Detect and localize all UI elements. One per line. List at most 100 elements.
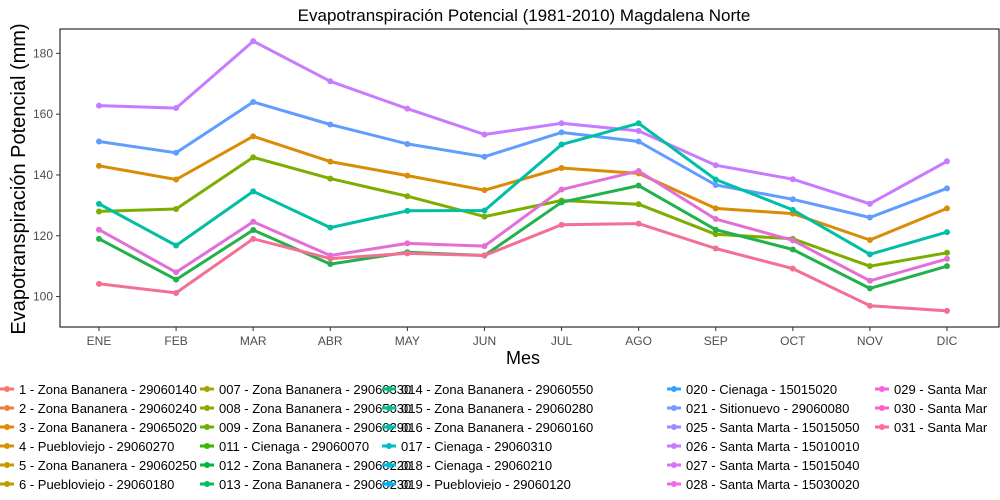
series-line	[98, 100, 948, 219]
legend-key	[200, 477, 214, 490]
series-group	[96, 38, 950, 314]
data-point	[712, 226, 719, 233]
data-point	[173, 105, 180, 112]
legend-label: 3 - Zona Bananera - 29065020	[19, 420, 197, 435]
data-point	[96, 200, 102, 207]
legend-key	[200, 401, 214, 415]
legend-key	[875, 382, 889, 396]
data-point	[635, 168, 642, 175]
data-point	[635, 220, 642, 227]
data-point	[404, 105, 411, 112]
x-tick-label: AGO	[625, 334, 652, 348]
legend-label: 016 - Zona Bananera - 29060160	[401, 420, 594, 435]
data-point	[635, 201, 642, 208]
legend-label: 5 - Zona Bananera - 29060250	[19, 458, 197, 473]
data-point	[944, 307, 950, 314]
legend-key	[667, 458, 681, 472]
x-tick-label: FEB	[164, 334, 187, 348]
legend-label: 4 - Puebloviejo - 29060270	[19, 439, 175, 454]
data-point	[173, 289, 180, 296]
legend-key	[382, 458, 396, 472]
data-point	[250, 133, 257, 140]
y-tick-label: 180	[33, 46, 53, 60]
data-point	[250, 98, 257, 105]
series-line	[98, 222, 948, 313]
data-point	[96, 235, 102, 242]
data-point	[327, 158, 334, 165]
x-tick-label: ABR	[318, 334, 343, 348]
chart: Evapotranspiración Potencial (1981-2010)…	[8, 6, 1000, 368]
legend-key	[667, 401, 681, 415]
chart-title: Evapotranspiración Potencial (1981-2010)…	[298, 6, 751, 25]
x-axis: ENE FEB MAR ABR MAY JUN JUL AGO SEP OCT NOV DIC	[87, 327, 958, 348]
legend-label: 019 - Puebloviejo - 29060120	[401, 477, 571, 490]
legend-key	[382, 382, 396, 396]
legend-key	[875, 401, 889, 415]
legend-label: 028 - Santa Marta - 15030020	[686, 477, 860, 490]
data-point	[96, 280, 102, 287]
series-line	[98, 155, 948, 268]
data-point	[96, 226, 102, 233]
legend-key	[382, 401, 396, 415]
legend-key	[0, 477, 14, 490]
data-point	[944, 255, 950, 262]
x-tick-label: JUL	[551, 334, 573, 348]
x-tick-label: DIC	[937, 334, 958, 348]
data-point	[173, 176, 180, 183]
x-tick-label: ENE	[87, 334, 112, 348]
legend-label: 014 - Zona Bananera - 29060550	[401, 382, 594, 397]
x-tick-label: MAY	[395, 334, 420, 348]
legend-key	[667, 439, 681, 453]
legend-key	[0, 420, 14, 434]
legend-key	[0, 382, 14, 396]
data-point	[327, 261, 334, 268]
legend-key	[875, 420, 889, 434]
data-point	[712, 245, 719, 252]
data-point	[327, 78, 334, 85]
legend-label: 6 - Puebloviejo - 29060180	[19, 477, 175, 490]
legend-label: 025 - Santa Marta - 15015050	[686, 420, 860, 435]
data-point	[944, 158, 950, 165]
data-point	[789, 246, 796, 253]
data-point	[96, 102, 102, 109]
legend-label: 011 - Cienaga - 29060070	[219, 439, 370, 454]
data-point	[558, 164, 565, 171]
data-point	[866, 285, 873, 292]
legend-key	[667, 420, 681, 434]
data-point	[866, 263, 873, 270]
y-axis-title: Evapotranspiración Potencial (mm)	[8, 23, 30, 334]
legend-label: 012 - Zona Bananera - 29060220	[219, 458, 412, 473]
data-point	[789, 206, 796, 213]
data-point	[96, 208, 102, 215]
legend-label: 013 - Zona Bananera - 29060230	[219, 477, 412, 490]
data-point	[558, 129, 565, 136]
data-point	[327, 121, 334, 128]
legend-key	[382, 420, 396, 434]
data-point	[173, 276, 180, 283]
data-point	[944, 185, 950, 192]
data-point	[250, 226, 257, 233]
data-point	[481, 153, 488, 160]
legend-label: 021 - Sitionuevo - 29060080	[686, 401, 850, 416]
legend-label: 026 - Santa Marta - 15010010	[686, 439, 860, 454]
x-axis-title: Mes	[506, 348, 540, 368]
data-point	[481, 187, 488, 194]
legend-label: 027 - Santa Marta - 15015040	[686, 458, 860, 473]
data-point	[944, 229, 950, 236]
data-point	[404, 172, 411, 179]
data-point	[789, 176, 796, 183]
legend-key	[200, 420, 214, 434]
legend: 1 - Zona Bananera - 29060140 2 - Zona Ban…	[0, 380, 1000, 490]
data-point	[635, 182, 642, 189]
data-point	[404, 207, 411, 214]
data-point	[404, 193, 411, 200]
legend-key	[382, 439, 396, 453]
data-point	[866, 200, 873, 207]
y-tick-label: 100	[33, 290, 53, 304]
legend-label: 017 - Cienaga - 29060310	[401, 439, 553, 454]
data-point	[96, 138, 102, 145]
legend-label: 1 - Zona Bananera - 29060140	[19, 382, 197, 397]
data-point	[327, 175, 334, 182]
legend-label: 030 - Santa Mar	[894, 401, 988, 416]
series-line	[98, 184, 948, 290]
